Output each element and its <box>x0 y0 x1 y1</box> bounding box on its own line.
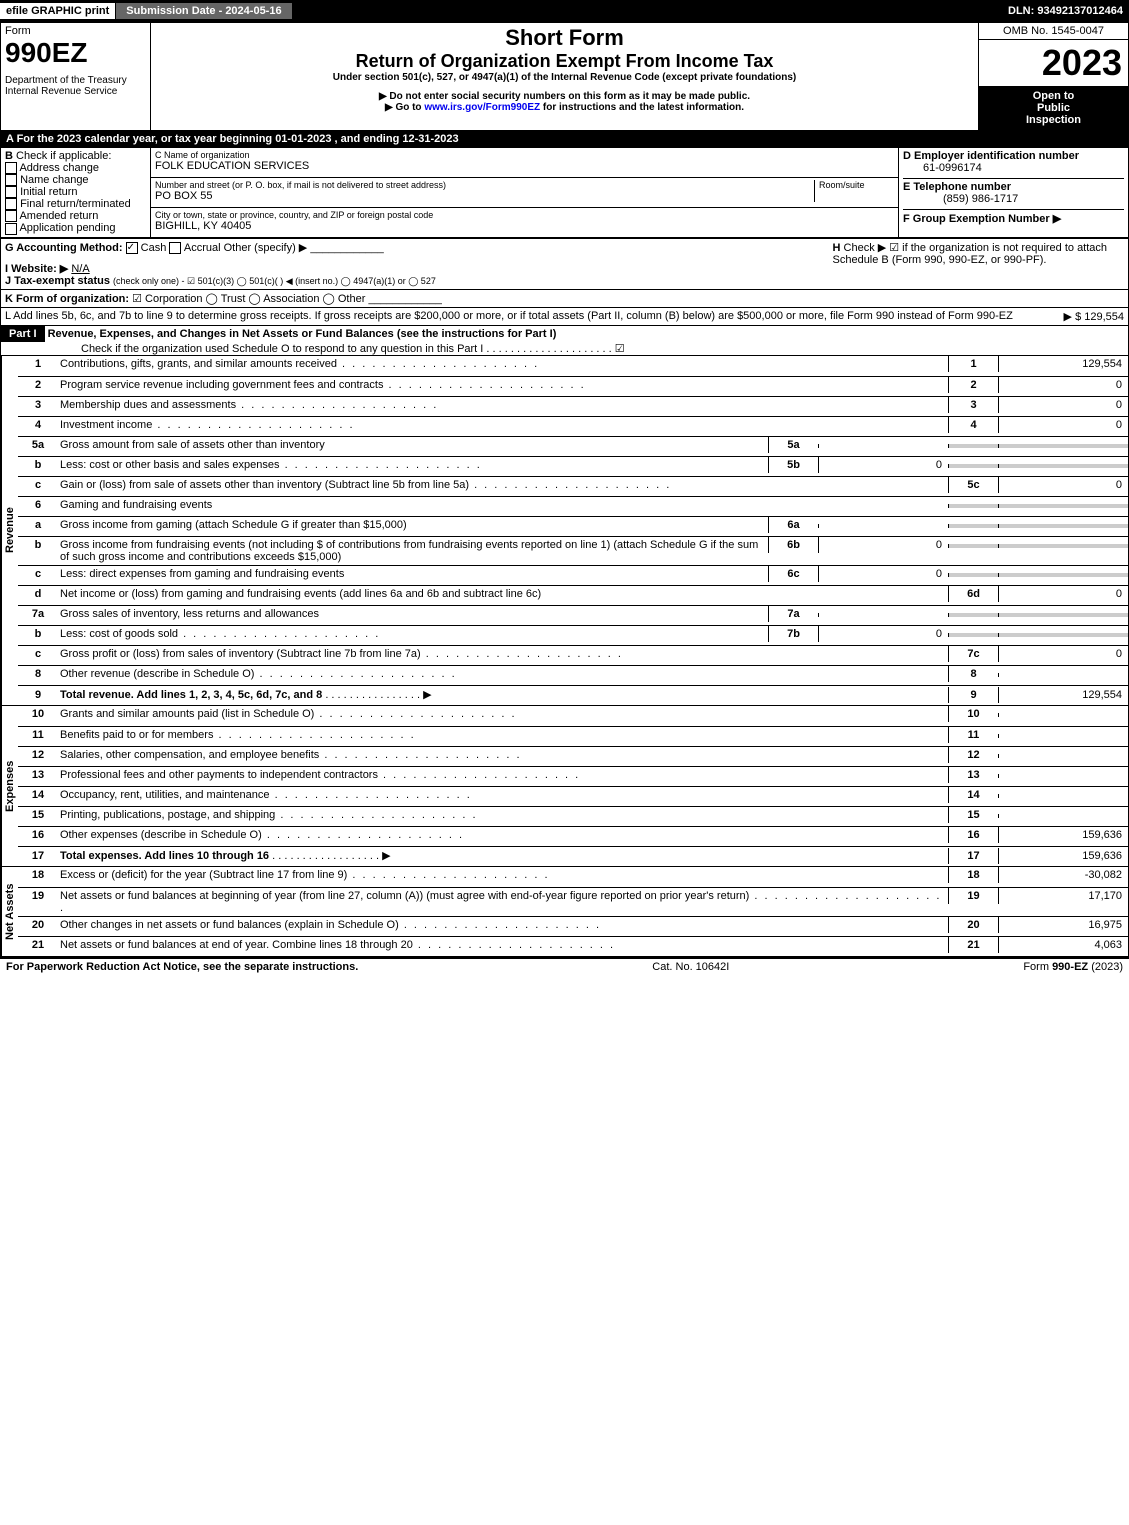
amt-6d: 0 <box>998 586 1128 602</box>
city: BIGHILL, KY 40405 <box>155 220 894 232</box>
amt-10 <box>998 713 1128 717</box>
section-expenses: Expenses <box>1 706 18 866</box>
footer-right: Form 990-EZ (2023) <box>1023 961 1123 973</box>
revenue-lines: 1Contributions, gifts, grants, and simil… <box>18 356 1128 705</box>
chk-initial[interactable] <box>5 186 17 198</box>
ein: 61-0996174 <box>903 162 982 174</box>
amt-17: 159,636 <box>998 848 1128 864</box>
identity-block: B Check if applicable: Address change Na… <box>0 147 1129 238</box>
amt-18: -30,082 <box>998 867 1128 883</box>
amt-16: 159,636 <box>998 827 1128 843</box>
amt-21: 4,063 <box>998 937 1128 953</box>
chk-address[interactable] <box>5 162 17 174</box>
website: N/A <box>71 263 89 275</box>
page-footer: For Paperwork Reduction Act Notice, see … <box>0 957 1129 975</box>
amt-3: 0 <box>998 397 1128 413</box>
under-section: Under section 501(c), 527, or 4947(a)(1)… <box>155 72 974 83</box>
line-K: K Form of organization: ☑ Corporation ◯ … <box>0 290 1129 308</box>
chk-amended[interactable] <box>5 210 17 222</box>
amt-4: 0 <box>998 417 1128 433</box>
part1-check[interactable]: ☑ <box>615 343 625 355</box>
amt-9: 129,554 <box>998 687 1128 703</box>
irs: Internal Revenue Service <box>5 86 146 97</box>
city-label: City or town, state or province, country… <box>155 210 894 220</box>
chk-name[interactable] <box>5 174 17 186</box>
amt-11 <box>998 734 1128 738</box>
footer-mid: Cat. No. 10642I <box>652 961 729 973</box>
amt-13 <box>998 774 1128 778</box>
form-number: 990EZ <box>5 37 146 69</box>
org-name: FOLK EDUCATION SERVICES <box>155 160 894 172</box>
goto-link[interactable]: ▶ Go to www.irs.gov/Form990EZ for instru… <box>155 102 974 113</box>
street-label: Number and street (or P. O. box, if mail… <box>155 180 814 190</box>
form-word: Form <box>5 25 146 37</box>
tax-year: 2023 <box>979 40 1128 86</box>
dln: DLN: 93492137012464 <box>1008 5 1129 17</box>
gh-block: G Accounting Method: Cash Accrual Other … <box>0 238 1129 290</box>
amt-15 <box>998 814 1128 818</box>
chk-pending[interactable] <box>5 223 17 235</box>
title-return: Return of Organization Exempt From Incom… <box>155 51 974 72</box>
section-revenue: Revenue <box>1 356 18 705</box>
amt-20: 16,975 <box>998 917 1128 933</box>
d-label: D Employer identification number <box>903 150 1079 162</box>
chk-accrual[interactable] <box>169 242 181 254</box>
line-A: A For the 2023 calendar year, or tax yea… <box>0 131 1129 147</box>
netasset-lines: 18Excess or (deficit) for the year (Subt… <box>18 867 1128 956</box>
c-label: C Name of organization <box>155 150 894 160</box>
section-netassets: Net Assets <box>1 867 18 956</box>
irs-link[interactable]: www.irs.gov/Form990EZ <box>424 102 540 113</box>
room-label: Room/suite <box>819 180 894 190</box>
phone: (859) 986-1717 <box>903 193 1018 205</box>
omb: OMB No. 1545-0047 <box>979 23 1128 40</box>
amt-8 <box>998 673 1128 677</box>
chk-cash[interactable] <box>126 242 138 254</box>
line-L: L Add lines 5b, 6c, and 7b to line 9 to … <box>0 308 1129 326</box>
gross-receipts: ▶ $ 129,554 <box>1064 310 1124 323</box>
amt-14 <box>998 794 1128 798</box>
amt-19: 17,170 <box>998 888 1128 904</box>
footer-left: For Paperwork Reduction Act Notice, see … <box>6 961 358 973</box>
open-inspection: Open to Public Inspection <box>979 86 1128 130</box>
title-short-form: Short Form <box>155 25 974 51</box>
efile-label[interactable]: efile GRAPHIC print <box>0 3 115 19</box>
submission-date: Submission Date - 2024-05-16 <box>115 2 292 20</box>
amt-12 <box>998 754 1128 758</box>
amt-7c: 0 <box>998 646 1128 662</box>
expense-lines: 10Grants and similar amounts paid (list … <box>18 706 1128 866</box>
ssn-warning: ▶ Do not enter social security numbers o… <box>155 91 974 102</box>
amt-1: 129,554 <box>998 356 1128 372</box>
top-bar: efile GRAPHIC print Submission Date - 20… <box>0 0 1129 22</box>
amt-5c: 0 <box>998 477 1128 493</box>
h-text: Check ▶ ☑ if the organization is not req… <box>833 242 1108 266</box>
dept: Department of the Treasury <box>5 75 146 86</box>
f-label: F Group Exemption Number ▶ <box>903 213 1061 225</box>
chk-final[interactable] <box>5 198 17 210</box>
part1-header: Part I Revenue, Expenses, and Changes in… <box>0 326 1129 356</box>
amt-2: 0 <box>998 377 1128 393</box>
form-header: Form 990EZ Department of the Treasury In… <box>0 22 1129 131</box>
e-label: E Telephone number <box>903 181 1011 193</box>
street: PO BOX 55 <box>155 190 814 202</box>
